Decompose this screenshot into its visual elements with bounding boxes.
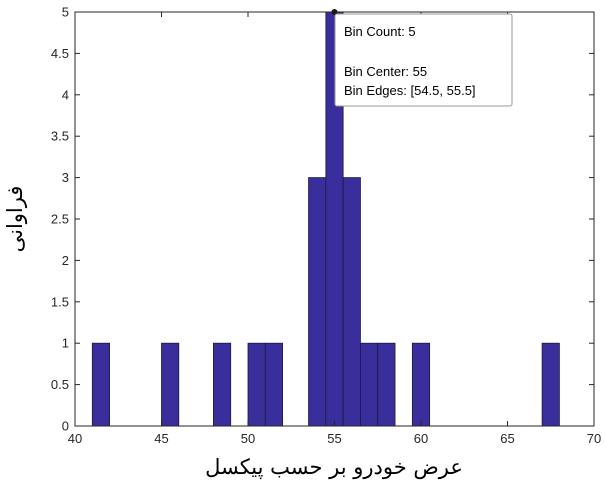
histogram-bar[interactable] (212, 342, 232, 427)
histogram-bar[interactable] (161, 342, 180, 427)
y-tick-label: 2 (62, 253, 69, 268)
x-axis-title: عرض خودرو بر حسب پیکسل (205, 455, 463, 480)
y-tick-label: 1.5 (51, 294, 69, 309)
datatip[interactable]: Bin Count: 5 Bin Center: 55 Bin Edges: [… (331, 9, 513, 107)
histogram-bar[interactable] (247, 342, 266, 427)
histogram-bar[interactable] (360, 342, 379, 427)
histogram-bar[interactable] (541, 342, 560, 427)
x-tick-label: 50 (241, 431, 255, 446)
y-tick-label: 2.5 (51, 212, 69, 227)
x-tick-label: 70 (587, 431, 601, 446)
datatip-box (334, 13, 513, 107)
y-tick-label: 0.5 (51, 377, 69, 392)
histogram-bar[interactable] (308, 177, 327, 427)
y-tick-label: 4 (62, 87, 69, 102)
datatip-marker[interactable] (331, 9, 338, 15)
y-tick-label: 5 (62, 5, 69, 20)
x-tick-label: 45 (154, 431, 168, 446)
y-axis-ticks: 0 0.5 1 1.5 2 2.5 3 3.5 4 4.5 5 (51, 5, 594, 434)
y-axis-title: فراوانی (3, 186, 28, 253)
y-tick-label: 3.5 (51, 129, 69, 144)
histogram-bar[interactable] (342, 177, 361, 427)
x-tick-label: 40 (68, 431, 82, 446)
x-tick-label: 65 (500, 431, 514, 446)
datatip-bin-edges: Bin Edges: [54.5, 55.5] (344, 83, 476, 98)
y-tick-label: 1 (62, 336, 69, 351)
histogram-bars (91, 11, 560, 427)
y-tick-label: 3 (62, 170, 69, 185)
x-tick-label: 60 (414, 431, 428, 446)
y-tick-label: 0 (62, 419, 69, 434)
datatip-bin-count: Bin Count: 5 (344, 24, 416, 39)
y-tick-label: 4.5 (51, 46, 69, 61)
x-tick-label: 55 (327, 431, 341, 446)
x-axis-ticks: 40 45 50 55 60 65 70 (68, 12, 601, 446)
histogram-bar[interactable] (377, 342, 396, 427)
histogram-bar[interactable] (264, 342, 283, 427)
datatip-bin-center: Bin Center: 55 (344, 64, 427, 79)
histogram-bar[interactable] (91, 342, 111, 427)
histogram-bar[interactable] (411, 342, 431, 427)
